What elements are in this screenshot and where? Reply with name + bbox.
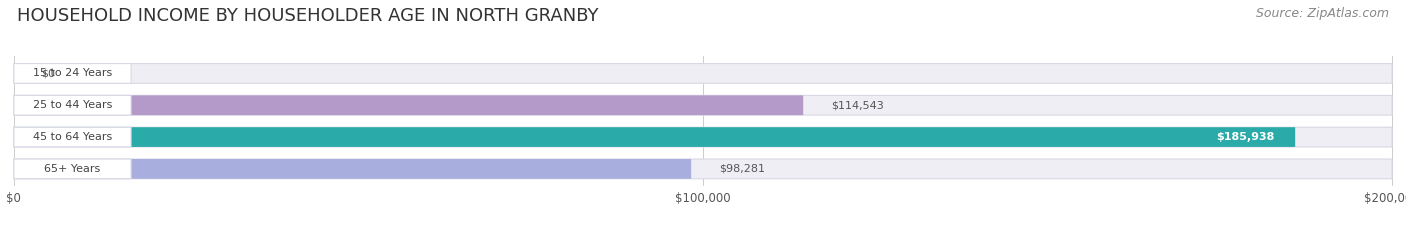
FancyBboxPatch shape xyxy=(14,127,1295,147)
FancyBboxPatch shape xyxy=(14,159,131,179)
FancyBboxPatch shape xyxy=(14,159,692,179)
Text: 15 to 24 Years: 15 to 24 Years xyxy=(32,69,112,79)
Text: 25 to 44 Years: 25 to 44 Years xyxy=(32,100,112,110)
Text: 45 to 64 Years: 45 to 64 Years xyxy=(32,132,112,142)
FancyBboxPatch shape xyxy=(14,127,1392,147)
Text: Source: ZipAtlas.com: Source: ZipAtlas.com xyxy=(1256,7,1389,20)
Text: HOUSEHOLD INCOME BY HOUSEHOLDER AGE IN NORTH GRANBY: HOUSEHOLD INCOME BY HOUSEHOLDER AGE IN N… xyxy=(17,7,599,25)
FancyBboxPatch shape xyxy=(14,95,1392,115)
Text: $114,543: $114,543 xyxy=(831,100,883,110)
FancyBboxPatch shape xyxy=(14,64,1392,83)
FancyBboxPatch shape xyxy=(14,64,42,83)
FancyBboxPatch shape xyxy=(14,127,131,147)
FancyBboxPatch shape xyxy=(14,64,131,83)
FancyBboxPatch shape xyxy=(14,159,1392,179)
Text: $185,938: $185,938 xyxy=(1216,132,1274,142)
FancyBboxPatch shape xyxy=(14,95,131,115)
Text: $98,281: $98,281 xyxy=(718,164,765,174)
Text: 65+ Years: 65+ Years xyxy=(45,164,101,174)
Text: $0: $0 xyxy=(42,69,55,79)
FancyBboxPatch shape xyxy=(14,95,803,115)
